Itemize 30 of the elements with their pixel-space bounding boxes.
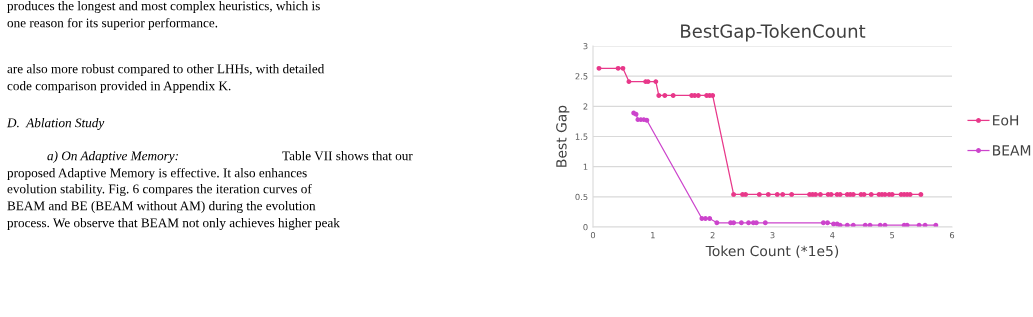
text: produces the longest and most complex heuristics, which is (7, 1, 320, 13)
chart-title: BestGap-TokenCount (681, 23, 866, 42)
y-tick-label: 0 (583, 223, 588, 231)
text: proposed Adaptive Memory is effective. It also enhances (7, 167, 307, 181)
x-tick-label: 2 (710, 232, 715, 239)
y-tick-label: 2 (583, 103, 588, 110)
x-tick-label: 6 (949, 232, 955, 239)
x-tick-label: 3 (770, 232, 775, 239)
x-tick-label: 0 (590, 232, 596, 239)
text: one reason for its superior performance. (7, 17, 218, 31)
x-tick-label: 1 (651, 232, 655, 239)
y-tick-label: 3 (583, 42, 588, 50)
text: are also more robust compared to other LHHs, with detailed (7, 64, 325, 76)
text: D. Ablation Study (6, 118, 105, 130)
text: Table VII shows that our (282, 151, 413, 161)
x-axis-title: Token Count (*1e5) (705, 245, 839, 258)
text: BEAM and BE (BEAM without AM) during the evolution (7, 201, 316, 213)
text: process. We observe that BEAM not only achieves higher peak (7, 218, 340, 230)
text: a) On Adaptive Memory: (47, 151, 178, 163)
legend-label: BEAM (993, 145, 1031, 156)
y-tick-label: 2.5 (575, 73, 588, 80)
y-tick-label: 0.5 (575, 193, 588, 201)
y-axis-title: Best Gap (556, 105, 570, 167)
y-tick-label: 1 (583, 163, 588, 170)
y-tick-label: 1.5 (575, 133, 588, 140)
text: code comparison provided in Appendix K. (7, 81, 231, 93)
x-tick-label: 5 (890, 232, 895, 239)
x-tick-label: 4 (830, 232, 835, 239)
legend-label: EoH (993, 115, 1019, 126)
text: evolution stability. Fig. 6 compares the iteration curves of (7, 183, 312, 197)
